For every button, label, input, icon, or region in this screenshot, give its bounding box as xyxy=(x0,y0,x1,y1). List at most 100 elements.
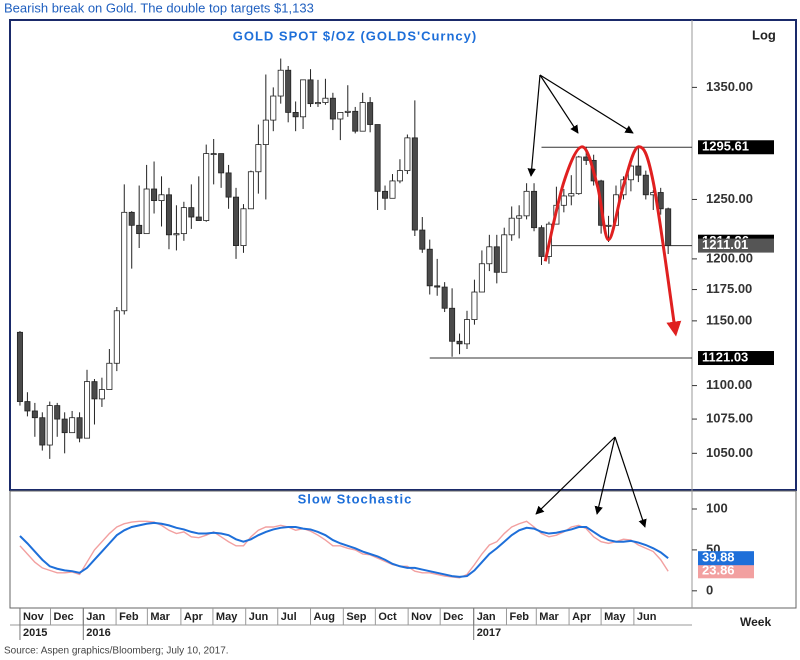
y-tick-label: 100 xyxy=(706,500,728,515)
x-tick-label: Mar xyxy=(150,611,170,623)
x-tick-label: Dec xyxy=(443,611,463,623)
x-tick-label: Aug xyxy=(314,611,335,623)
candle-body xyxy=(54,405,61,420)
y-tick-label: 1100.00 xyxy=(706,377,752,392)
candle-body xyxy=(143,188,150,235)
candle-body xyxy=(218,153,225,174)
candle-body xyxy=(158,194,165,202)
source: Source: Aspen graphics/Bloomberg; July 1… xyxy=(4,646,229,657)
stochastic-panel xyxy=(9,490,797,609)
annotation-arrows xyxy=(527,74,647,528)
x-tick-label: Nov xyxy=(23,611,45,623)
candle-body xyxy=(456,340,463,345)
candle-body xyxy=(61,418,68,434)
chart-title: GOLD SPOT $/OZ (GOLDS'Curncy) xyxy=(233,28,477,43)
x-tick-label: May xyxy=(216,611,238,623)
candle-body xyxy=(344,110,351,113)
candle-body xyxy=(24,401,31,412)
y-tick-label: 1150.00 xyxy=(706,312,752,327)
candle-body xyxy=(605,224,612,227)
x-tick-label: Oct xyxy=(378,611,397,623)
x-tick-label: Jun xyxy=(637,611,657,623)
candle-body xyxy=(128,211,135,226)
candle-body xyxy=(151,188,158,202)
candle-body xyxy=(31,410,38,419)
candle-body xyxy=(501,234,508,273)
candle-body xyxy=(136,224,143,235)
candle-body xyxy=(69,417,76,434)
candle-body xyxy=(180,207,187,235)
candle-body xyxy=(91,381,98,400)
candle-body xyxy=(84,381,91,439)
candle-body xyxy=(389,180,396,199)
candle-body xyxy=(76,417,83,439)
candle-body xyxy=(575,156,582,195)
level-label: 1295.61 xyxy=(702,139,749,154)
candle-body xyxy=(635,165,642,176)
candle-body xyxy=(106,362,113,390)
candle-body xyxy=(314,102,321,105)
x-axis-label: Week xyxy=(740,615,771,629)
candle-body xyxy=(225,172,232,198)
candle-body xyxy=(255,144,262,173)
candle-body xyxy=(203,153,210,221)
candle-body xyxy=(665,208,672,246)
candle-body xyxy=(531,190,538,229)
candle-body xyxy=(322,97,329,103)
candle-body xyxy=(262,119,269,145)
stochastic-title: Slow Stochastic xyxy=(298,491,413,506)
x-tick-label: Jan xyxy=(477,611,496,623)
x-tick-label: Sep xyxy=(346,611,366,623)
double-top-pattern xyxy=(543,145,682,337)
y-tick-label: 1250.00 xyxy=(706,191,753,206)
candle-body xyxy=(39,417,46,446)
y-tick-label: 1175.00 xyxy=(706,281,752,296)
candle-body xyxy=(98,389,105,400)
stochastic-line xyxy=(19,520,669,579)
x-tick-label: Nov xyxy=(411,611,433,623)
candle-body xyxy=(300,79,307,118)
year-label: 2016 xyxy=(86,627,110,639)
candle-body xyxy=(247,171,254,210)
candle-body xyxy=(382,190,389,199)
candle-body xyxy=(434,285,441,288)
candle-body xyxy=(396,170,403,182)
level-label: 1121.03 xyxy=(702,349,748,364)
candle-body xyxy=(195,216,202,221)
x-tick-label: Feb xyxy=(509,611,529,623)
candle-body xyxy=(16,331,23,402)
candle-body xyxy=(538,227,545,257)
y-tick-label: 1200.00 xyxy=(706,250,753,265)
scale-label: Log xyxy=(752,27,776,42)
candle-body xyxy=(374,124,381,192)
candle-body xyxy=(568,193,575,197)
candle-body xyxy=(46,405,53,446)
candle-body xyxy=(441,286,448,309)
candle-body xyxy=(352,110,359,132)
candle-body xyxy=(657,192,664,210)
candle-body xyxy=(419,229,426,250)
price-panel xyxy=(9,19,797,491)
x-tick-label: May xyxy=(604,611,626,623)
value-label: 39.88 xyxy=(702,550,735,565)
x-tick-label: Mar xyxy=(539,611,559,623)
candle-body xyxy=(486,246,493,265)
level-box xyxy=(698,140,774,155)
candle-body xyxy=(121,211,128,312)
candle-body xyxy=(113,310,120,364)
candle-body xyxy=(516,215,523,219)
candle-body xyxy=(165,194,172,236)
candle-body xyxy=(463,319,470,345)
x-tick-label: Feb xyxy=(119,611,139,623)
y-tick-label: 1075.00 xyxy=(706,411,753,426)
x-tick-label: Jul xyxy=(281,611,297,623)
candle-body xyxy=(449,307,456,342)
x-tick-label: Jan xyxy=(86,611,105,623)
candle-body xyxy=(508,217,515,236)
candle-body xyxy=(240,208,247,247)
candle-body xyxy=(523,190,530,217)
candle-body xyxy=(188,207,195,218)
candle-body xyxy=(270,95,277,121)
level-label: 1211.01 xyxy=(702,237,748,252)
